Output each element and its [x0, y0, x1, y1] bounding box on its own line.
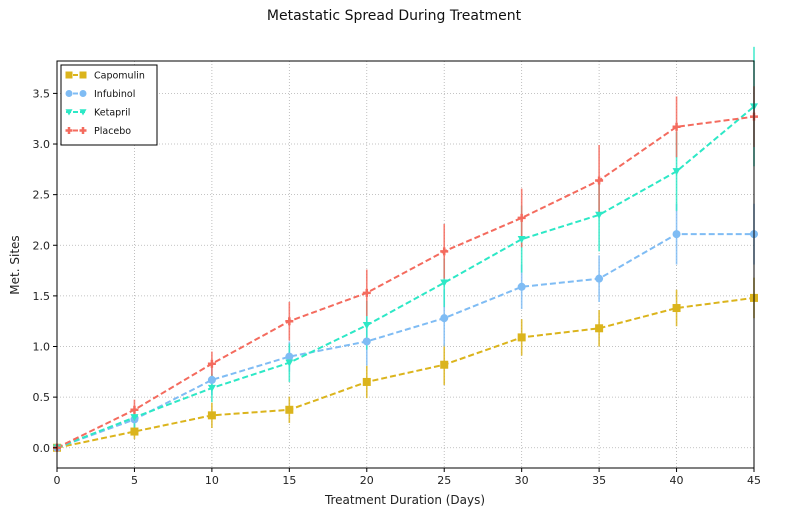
ketapril-point [672, 168, 681, 176]
y-tick-label: 1.0 [33, 341, 51, 354]
ketapril-point [440, 279, 449, 287]
x-axis-label: Treatment Duration (Days) [324, 493, 485, 507]
placebo-line [56, 115, 755, 449]
infubinol-point [285, 352, 294, 361]
infubinol-line [56, 233, 754, 449]
placebo-point [672, 122, 681, 131]
x-tick-label: 5 [131, 474, 138, 487]
infubinol-point [517, 282, 526, 291]
plot-frame [56, 60, 755, 469]
x-tick-label: 35 [592, 474, 606, 487]
legend-label-ketapril: Ketapril [94, 108, 130, 119]
ketapril-point [130, 414, 139, 422]
legend-marker-infubinol [79, 90, 87, 97]
y-tick-label: 1.5 [33, 290, 51, 303]
x-tick-label: 30 [515, 474, 529, 487]
infubinol-point [595, 274, 604, 283]
ketapril-point [285, 359, 294, 367]
capomulin-point [362, 377, 371, 386]
ketapril-point [362, 322, 371, 330]
x-tick-label: 40 [670, 474, 684, 487]
x-tick-label: 25 [437, 474, 451, 487]
legend-marker-placebo [65, 127, 73, 134]
legend-label-capomulin: Capomulin [94, 71, 145, 82]
ketapril-point [595, 211, 604, 219]
legend-label-placebo: Placebo [94, 126, 131, 137]
ketapril-point [517, 235, 526, 244]
legend-box [60, 64, 158, 146]
y-tick-label: 3.0 [33, 138, 51, 151]
capomulin-point [672, 304, 681, 313]
series-lines [56, 105, 755, 449]
ketapril-line [56, 105, 755, 449]
legend-marker-placebo [79, 127, 87, 134]
y-tick-label: 2.0 [33, 239, 51, 252]
ketapril-point [207, 384, 216, 393]
placebo-point [440, 247, 449, 256]
chart-title: Metastatic Spread During Treatment [267, 8, 522, 24]
y-tick-label: 0.5 [33, 391, 51, 404]
legend-marker-capomulin [65, 71, 73, 79]
legend-marker-infubinol [65, 90, 73, 97]
x-tick-label: 20 [360, 474, 374, 487]
legend-label-infubinol: Infubinol [94, 89, 135, 100]
x-tick-label: 0 [54, 474, 61, 487]
placebo-point [595, 176, 604, 185]
capomulin-point [207, 411, 216, 420]
placebo-point [285, 317, 294, 326]
y-tick-label: 3.5 [33, 87, 51, 100]
legend-marker-ketapril [65, 109, 73, 116]
y-tick-label: 0.0 [33, 442, 51, 455]
x-tick-label: 45 [747, 474, 761, 487]
capomulin-point [595, 324, 604, 333]
capomulin-point [517, 333, 526, 342]
x-tick-label: 15 [282, 474, 296, 487]
infubinol-point [672, 230, 681, 239]
placebo-point [362, 288, 371, 297]
capomulin-point [440, 360, 449, 369]
legend: Capomulin Infubinol Ketapril Placebo [60, 64, 158, 146]
capomulin-point [285, 405, 294, 414]
y-tick-label: 2.5 [33, 189, 51, 202]
placebo-point [517, 213, 526, 222]
placebo-point [130, 405, 139, 414]
y-axis-label: Met. Sites [8, 235, 22, 294]
infubinol-point [362, 337, 371, 346]
series-markers [53, 103, 758, 452]
x-tick-label: 10 [205, 474, 219, 487]
placebo-point [207, 359, 216, 368]
axis-ticks: 0 5 10 15 20 25 30 35 40 45 0.0 0.5 1.0 1.5 2.0 2.5 3.0 3… [33, 87, 762, 487]
legend-marker-capomulin [79, 71, 87, 79]
infubinol-point [440, 314, 449, 323]
legend-marker-ketapril [79, 109, 87, 116]
capomulin-line [56, 296, 755, 449]
infubinol-point [207, 375, 216, 384]
capomulin-point [130, 427, 139, 436]
